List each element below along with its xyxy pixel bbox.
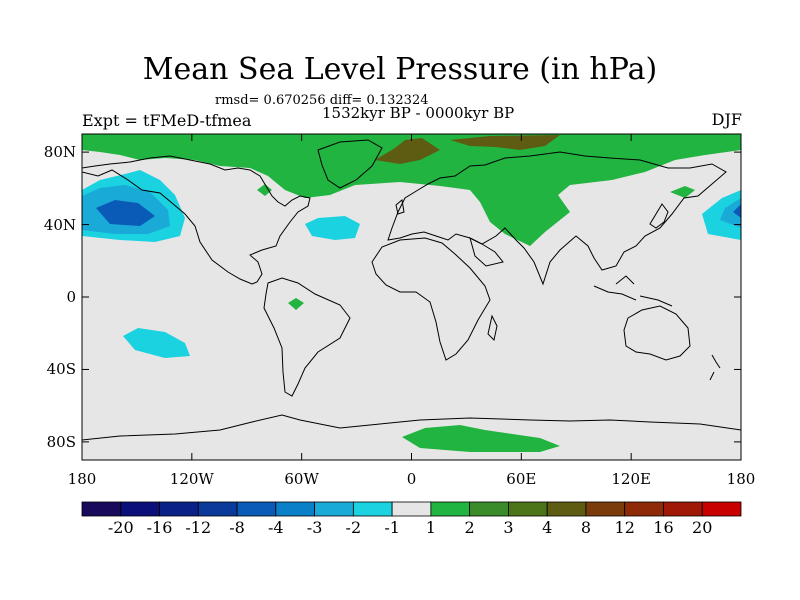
coast-greenland: [317, 139, 383, 189]
arctic-high-secondary: [450, 135, 560, 150]
y-tick-marks: [82, 151, 741, 443]
colorbar-swatch: [546, 501, 587, 517]
colorbar-level-label: -2: [345, 518, 362, 537]
coast-arabia: [469, 237, 504, 267]
hudson-bay-patch: [257, 184, 272, 196]
colorbar-level-label: 16: [653, 518, 674, 537]
south-pacific-low: [123, 328, 190, 358]
x-tick-label: 120W: [169, 470, 214, 488]
dateline-low-core: [733, 204, 741, 218]
colorbar-level-label: -16: [146, 518, 173, 537]
arctic-high-core: [375, 138, 440, 164]
colorbar-swatch: [701, 501, 742, 517]
coast-eurasia: [387, 151, 727, 286]
dateline-low-mid: [720, 198, 741, 228]
coast-uk: [395, 199, 405, 215]
colorbar-level-label: 2: [464, 518, 475, 537]
y-tick-label: 40S: [46, 360, 76, 379]
coast-south-america: [263, 277, 351, 397]
x-tick-label: 60W: [284, 470, 319, 488]
amazon-patch: [288, 298, 304, 310]
colorbar-level-label: -12: [185, 518, 212, 537]
x-tick-marks: [81, 134, 742, 460]
colorbar-swatch: [391, 501, 432, 517]
season-label: DJF: [711, 110, 742, 129]
colorbar-swatch: [236, 501, 277, 517]
colorbar-swatch: [159, 501, 199, 517]
colorbar-swatch: [81, 501, 122, 517]
positive-anomaly-fields: [82, 134, 741, 452]
colorbar-swatch: [585, 501, 626, 517]
dateline-low-outer: [702, 190, 741, 240]
colorbar-level-label: -20: [107, 518, 134, 537]
colorbar-swatch: [314, 501, 354, 517]
rmsd-diff-stats: rmsd= 0.670256 diff= 0.132324: [215, 93, 429, 108]
coast-australia: [623, 305, 691, 361]
x-tick-label: 60E: [506, 470, 537, 488]
colorbar-level-label: -3: [306, 518, 323, 537]
colorbar-swatch: [624, 501, 664, 517]
chart-title: Mean Sea Level Pressure (in hPa): [142, 52, 658, 87]
colorbar-level-label: 20: [692, 518, 713, 537]
experiment-label: Expt = tFMeD-tfmea: [82, 111, 252, 130]
colorbar-swatch: [275, 501, 315, 517]
y-tick-label: 0: [66, 288, 76, 306]
antarctic-positive-patch: [402, 425, 560, 452]
colorbar: [81, 501, 742, 517]
x-tick-label: 180: [726, 470, 756, 488]
coast-africa: [371, 237, 491, 361]
coastlines: [82, 139, 741, 441]
colorbar-level-label: -8: [229, 518, 245, 537]
x-tick-label: 180: [67, 470, 97, 488]
map-area: [82, 134, 741, 460]
colorbar-level-label: 8: [580, 518, 592, 537]
east-siberia-patch: [670, 186, 695, 198]
colorbar-level-label: -4: [268, 518, 284, 537]
coast-new-zealand: [709, 354, 721, 381]
period-label: 1532kyr BP - 0000kyr BP: [322, 104, 515, 122]
colorbar-level-label: -1: [384, 518, 400, 537]
y-tick-label: 80S: [46, 432, 76, 451]
x-tick-label: 0: [406, 470, 417, 488]
colorbar-level-label: 4: [542, 518, 553, 537]
y-tick-label: 80N: [43, 143, 76, 162]
x-tick-label: 120E: [611, 470, 651, 488]
coast-antarctica: [82, 414, 741, 441]
coast-madagascar: [487, 314, 498, 342]
coast-indonesia: [593, 275, 673, 307]
colorbar-swatch: [352, 501, 393, 517]
colorbar-level-label: 1: [425, 518, 436, 537]
colorbar-swatch: [508, 501, 548, 517]
north-atlantic-low: [305, 216, 360, 240]
colorbar-swatch: [663, 501, 703, 517]
colorbar-level-label: 12: [614, 518, 635, 537]
colorbar-swatch: [469, 501, 509, 517]
negative-anomaly-fields: [82, 170, 741, 358]
coast-north-america: [82, 155, 311, 285]
colorbar-swatch: [430, 501, 471, 517]
north-pacific-low-core: [96, 200, 155, 226]
y-tick-label: 40N: [43, 215, 76, 234]
arctic-positive-field: [82, 134, 741, 246]
colorbar-swatch: [120, 501, 160, 517]
colorbar-level-label: 3: [503, 518, 514, 537]
colorbar-swatch: [197, 501, 238, 517]
map-background: [82, 134, 741, 460]
coast-japan: [649, 203, 669, 229]
